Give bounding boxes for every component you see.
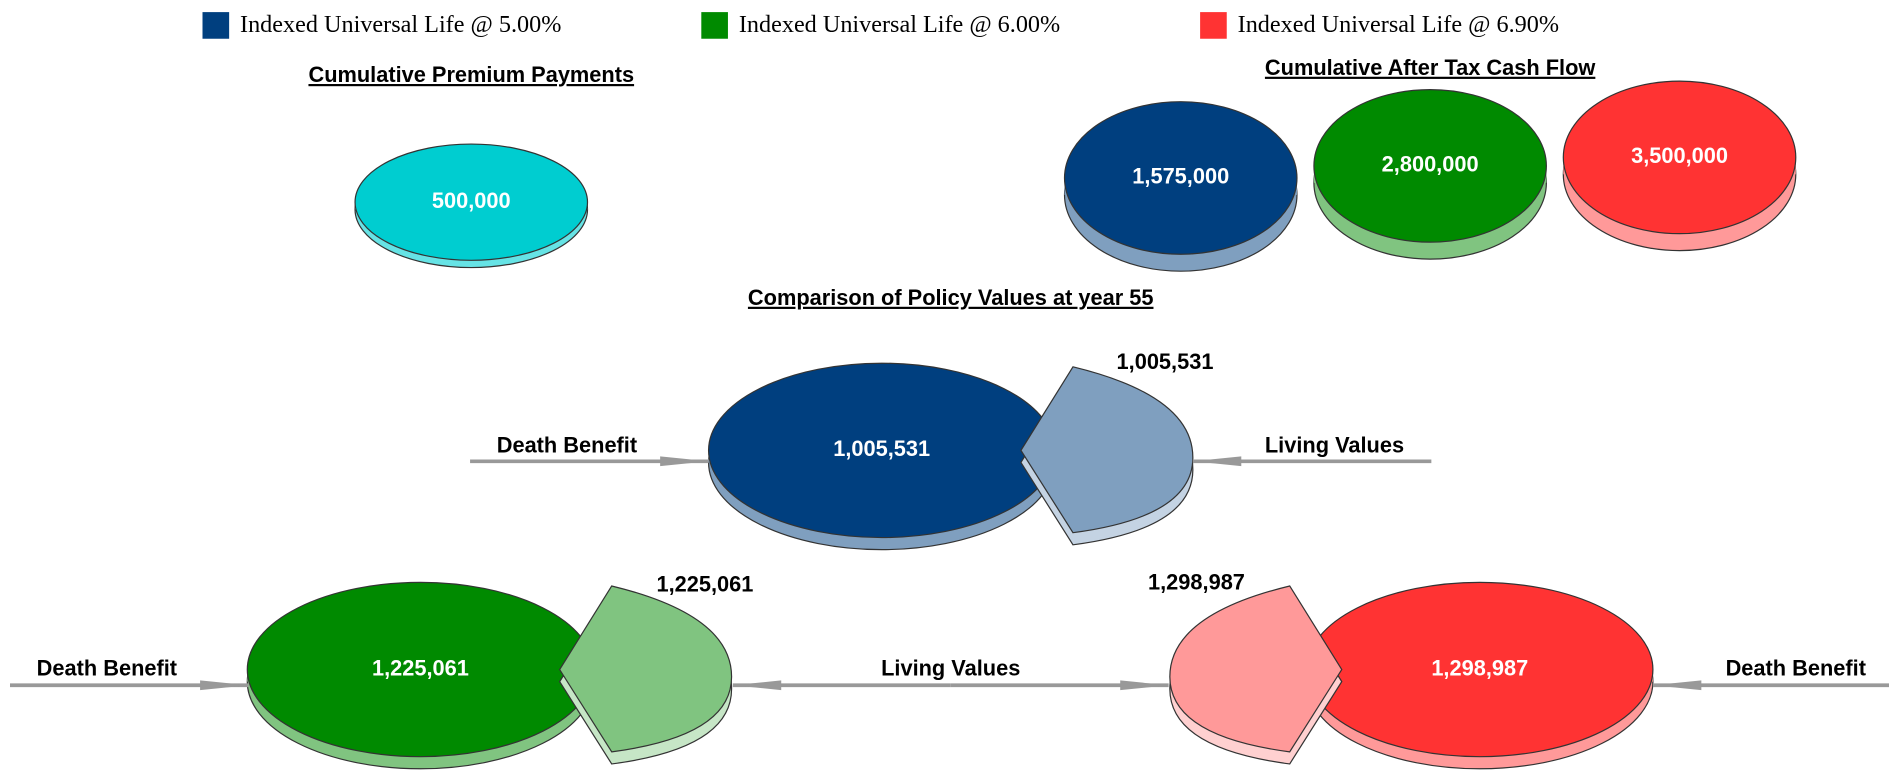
comparison-title: Comparison of Policy Values at year 55 xyxy=(748,285,1154,310)
cashflow-disc xyxy=(1313,88,1547,243)
living-values-value: 1,005,531 xyxy=(1117,349,1214,374)
premium-value: 500,000 xyxy=(432,188,511,213)
arrow-head xyxy=(660,456,709,467)
arrow-head xyxy=(200,680,249,691)
premium-disc xyxy=(354,143,589,261)
arrow-head xyxy=(1192,456,1242,467)
value-type-label: Death Benefit xyxy=(1726,655,1866,680)
premium-title: Cumulative Premium Payments xyxy=(308,62,634,87)
legend-label: Indexed Universal Life @ 5.00% xyxy=(240,11,561,38)
death-benefit-value: 1,005,531 xyxy=(833,436,930,461)
arrow-head xyxy=(1120,680,1169,691)
arrow-head xyxy=(732,680,782,691)
death-benefit-value: 1,225,061 xyxy=(372,655,469,680)
cashflow-title: Cumulative After Tax Cash Flow xyxy=(1265,55,1595,80)
living-values-value: 1,298,987 xyxy=(1148,569,1245,594)
arrow-head xyxy=(1652,680,1702,691)
cashflow-disc xyxy=(1562,80,1797,235)
living-values-value: 1,225,061 xyxy=(656,572,753,597)
living-values-wedge xyxy=(1169,585,1343,753)
value-type-label: Death Benefit xyxy=(497,432,637,457)
legend-swatch xyxy=(701,12,728,39)
cashflow-value: 3,500,000 xyxy=(1631,143,1728,168)
value-type-label: Living Values xyxy=(1265,432,1404,457)
value-type-label: Living Values xyxy=(881,655,1020,680)
cashflow-disc xyxy=(1063,101,1298,255)
legend-label: Indexed Universal Life @ 6.00% xyxy=(739,11,1060,38)
legend-label: Indexed Universal Life @ 6.90% xyxy=(1238,11,1559,38)
value-type-label: Death Benefit xyxy=(37,655,177,680)
death-benefit-value: 1,298,987 xyxy=(1431,655,1528,680)
cashflow-value: 1,575,000 xyxy=(1132,164,1229,189)
legend-swatch xyxy=(1200,12,1227,39)
legend-swatch xyxy=(202,12,230,39)
living-values-wedge xyxy=(558,585,733,753)
cashflow-value: 2,800,000 xyxy=(1382,152,1479,177)
living-values-wedge xyxy=(1020,366,1194,534)
